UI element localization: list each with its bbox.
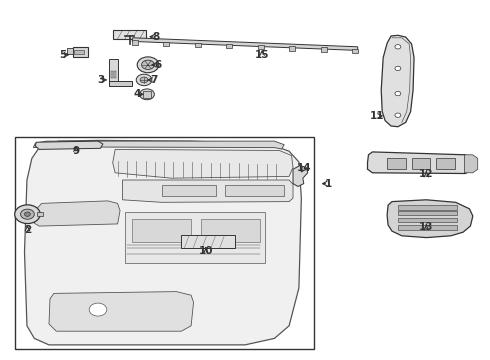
Bar (201, 219, 260, 242)
Bar (125, 212, 265, 263)
Circle shape (395, 66, 401, 71)
Bar (181, 235, 235, 248)
Bar (225, 185, 284, 196)
Bar (111, 71, 113, 78)
Polygon shape (465, 155, 478, 173)
Bar (37, 212, 43, 216)
Bar (132, 40, 138, 45)
Bar (163, 41, 169, 46)
Bar (289, 46, 295, 50)
Polygon shape (293, 166, 308, 186)
Text: 9: 9 (73, 146, 79, 156)
Circle shape (142, 60, 154, 69)
Circle shape (395, 113, 401, 117)
Bar (398, 211, 457, 215)
Circle shape (21, 209, 34, 219)
Bar (398, 205, 457, 210)
Bar (436, 158, 455, 169)
Bar (67, 48, 73, 54)
Text: 7: 7 (150, 75, 158, 85)
Polygon shape (35, 141, 103, 149)
Text: 12: 12 (419, 169, 434, 179)
Polygon shape (34, 201, 120, 226)
Bar (352, 49, 358, 53)
Polygon shape (49, 292, 194, 331)
Polygon shape (381, 35, 414, 127)
Circle shape (89, 303, 107, 316)
Polygon shape (33, 141, 284, 149)
Circle shape (137, 57, 159, 73)
Bar (73, 47, 88, 57)
Text: 1: 1 (325, 179, 332, 189)
Circle shape (140, 77, 148, 83)
Bar (398, 218, 457, 222)
Text: 13: 13 (419, 222, 434, 232)
Text: 2: 2 (24, 225, 31, 235)
Bar (15, 137, 314, 349)
Bar (412, 158, 430, 169)
Bar (162, 185, 216, 196)
Bar (114, 71, 116, 78)
Text: 8: 8 (152, 32, 159, 42)
Text: 3: 3 (97, 75, 104, 85)
Bar (321, 48, 327, 52)
Polygon shape (24, 140, 301, 345)
Circle shape (395, 45, 401, 49)
Circle shape (136, 74, 152, 86)
Text: 4: 4 (133, 89, 141, 99)
Text: 6: 6 (154, 60, 161, 70)
Polygon shape (387, 200, 473, 238)
Text: 11: 11 (369, 111, 384, 121)
Text: 10: 10 (198, 246, 213, 256)
Bar (195, 43, 201, 47)
Circle shape (15, 205, 40, 224)
Polygon shape (113, 149, 293, 178)
Bar (109, 81, 132, 86)
Bar (132, 219, 191, 242)
Circle shape (24, 212, 30, 216)
Polygon shape (122, 180, 293, 202)
Polygon shape (132, 38, 358, 50)
Circle shape (395, 91, 401, 96)
Bar (113, 30, 146, 39)
Text: 5: 5 (59, 50, 66, 60)
Bar (398, 225, 457, 230)
Bar (226, 44, 232, 48)
Text: 14: 14 (296, 163, 311, 174)
Circle shape (140, 89, 154, 100)
Bar (109, 59, 118, 86)
Bar (258, 45, 264, 49)
Text: 15: 15 (255, 50, 270, 60)
Bar (143, 91, 151, 98)
Bar (74, 50, 84, 54)
Polygon shape (368, 152, 470, 174)
Bar (387, 158, 406, 169)
